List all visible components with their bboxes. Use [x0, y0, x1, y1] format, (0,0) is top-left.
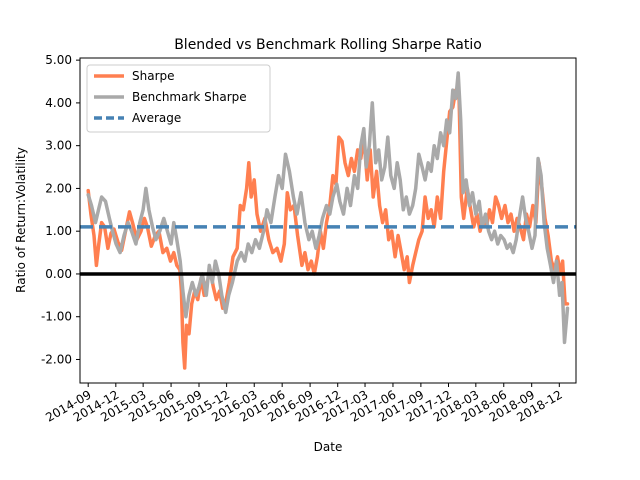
- y-axis-title: Ratio of Return:Volatility: [14, 147, 28, 293]
- y-tick-label: -2.00: [41, 352, 72, 366]
- y-tick-label: -1.00: [41, 310, 72, 324]
- plot-area: [79, 57, 577, 384]
- legend-label-1: Benchmark Sharpe: [132, 90, 247, 104]
- legend: Sharpe Benchmark Sharpe Average: [86, 64, 271, 133]
- y-tick-label: 0.00: [45, 267, 72, 281]
- legend-label-2: Average: [132, 111, 181, 125]
- chart-title: Blended vs Benchmark Rolling Sharpe Rati…: [174, 37, 482, 53]
- reference-lines: [80, 225, 576, 276]
- legend-label-0: Sharpe: [132, 69, 175, 83]
- y-tick-label: 2.00: [45, 181, 72, 195]
- y-tick-label: 1.00: [45, 224, 72, 238]
- y-tick-label: 5.00: [45, 53, 72, 67]
- y-axis: -2.00 -1.00 0.00 1.00 2.00 3.00 4.00 5.00: [41, 53, 80, 366]
- series-line-1: [86, 71, 570, 345]
- y-tick-label: 3.00: [45, 139, 72, 153]
- legend-box: [86, 64, 271, 133]
- series-line-0: [86, 88, 570, 370]
- series-layer: [86, 71, 570, 370]
- y-tick-label: 4.00: [45, 96, 72, 110]
- plot-frame: [79, 57, 577, 384]
- x-axis-title: Date: [314, 440, 343, 454]
